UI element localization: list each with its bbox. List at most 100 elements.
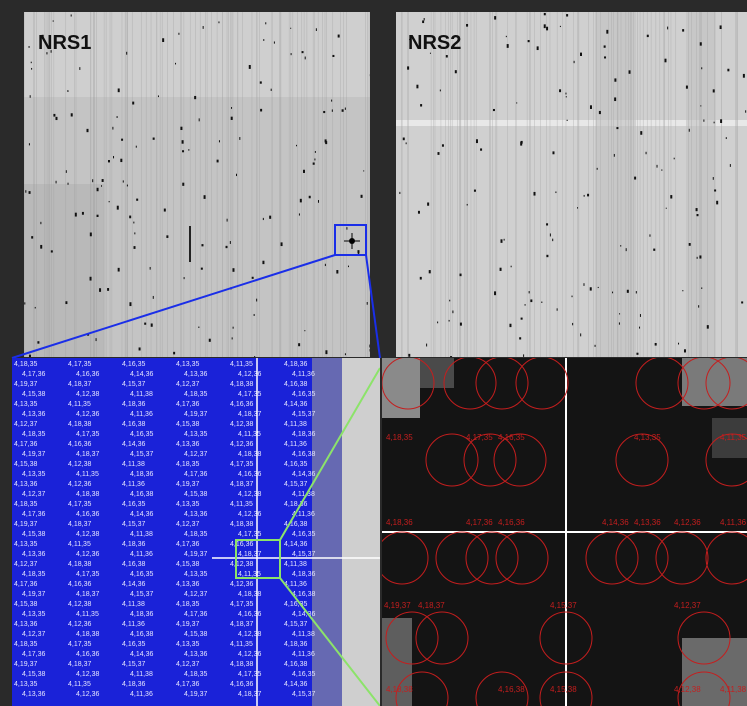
overlay-texture-label: 4,11,35: [76, 471, 99, 478]
overlay-texture-label: 4,17,35: [68, 361, 91, 368]
overlay-texture-label: 4,17,35: [238, 531, 261, 538]
overlay-texture-label: 4,12,36: [68, 481, 91, 488]
overlay-texture-label: 4,18,35: [14, 641, 37, 648]
overlay-texture-label: 4,15,38: [14, 601, 37, 608]
aperture-label: 4,19,37: [384, 601, 411, 610]
overlay-texture-label: 4,12,37: [184, 591, 207, 598]
overlay-texture-label: 4,16,35: [122, 501, 145, 508]
overlay-texture-label: 4,16,36: [76, 511, 99, 518]
overlay-texture-label: 4,17,35: [68, 501, 91, 508]
overlay-texture-label: 4,11,38: [130, 671, 153, 678]
overlay-texture-label: 4,17,35: [76, 431, 99, 438]
overlay-texture-label: 4,15,37: [122, 521, 145, 528]
overlay-texture-label: 4,19,37: [14, 661, 37, 668]
nrs2-image-canvas: [396, 12, 747, 357]
overlay-texture-label: 4,15,37: [130, 451, 153, 458]
zoom1-canvas: 4,18,35 4,17,35 4,16,35 4,13,35 4,11,35 4,18,…: [12, 358, 380, 706]
overlay-texture-label: 4,16,36: [230, 541, 253, 548]
overlay-texture-label: 4,17,36: [176, 541, 199, 548]
overlay-texture-label: 4,15,38: [184, 631, 207, 638]
overlay-texture-label: 4,18,37: [68, 521, 91, 528]
overlay-texture-label: 4,13,35: [176, 361, 199, 368]
overlay-texture-label: 4,14,36: [122, 581, 145, 588]
overlay-texture-label: 4,18,37: [238, 551, 261, 558]
overlay-texture-label: 4,12,36: [230, 581, 253, 588]
overlay-texture-label: 4,18,37: [238, 411, 261, 418]
overlay-texture-label: 4,12,36: [76, 411, 99, 418]
aperture-label: 4,14,36: [602, 518, 629, 527]
overlay-texture-label: 4,18,36: [122, 541, 145, 548]
overlay-texture-label: 4,18,36: [292, 431, 315, 438]
nrs2-detector-image: NRS2: [396, 12, 747, 357]
aperture-label: 4,18,36: [386, 518, 413, 527]
zoom-level-1: 4,18,35 4,17,35 4,16,35 4,13,35 4,11,35 4,18,…: [12, 358, 380, 706]
overlay-texture-label: 4,18,36: [130, 471, 153, 478]
overlay-texture-label: 4,11,35: [76, 611, 99, 618]
overlay-texture-label: 4,14,36: [284, 541, 307, 548]
overlay-texture-label: 4,19,37: [184, 691, 207, 698]
overlay-texture-label: 4,16,35: [292, 531, 315, 538]
overlay-texture-label: 4,12,38: [76, 531, 99, 538]
aperture-label: 4,15,38: [550, 685, 577, 694]
overlay-texture-label: 4,13,35: [14, 541, 37, 548]
overlay-texture-label: 4,13,35: [184, 431, 207, 438]
overlay-texture-label: 4,19,37: [176, 481, 199, 488]
aperture-label: 4,13,35: [634, 433, 661, 442]
overlay-texture-label: 4,15,37: [292, 551, 315, 558]
aperture-circle: [615, 531, 669, 585]
overlay-texture-label: 4,19,37: [22, 451, 45, 458]
overlay-texture-label: 4,18,36: [284, 361, 307, 368]
overlay-texture-label: 4,13,35: [176, 641, 199, 648]
overlay-texture-label: 4,17,35: [230, 601, 253, 608]
overlay-texture-label: 4,16,38: [292, 451, 315, 458]
overlay-texture-label: 4,15,38: [184, 491, 207, 498]
overlay-texture-label: 4,13,35: [22, 471, 45, 478]
aperture-circle: [705, 531, 747, 585]
overlay-texture-label: 4,18,38: [230, 521, 253, 528]
aperture-circle: [539, 611, 593, 665]
overlay-texture-label: 4,12,37: [176, 661, 199, 668]
overlay-texture-label: 4,18,35: [184, 671, 207, 678]
overlay-texture-label: 4,17,36: [22, 651, 45, 658]
overlay-texture-label: 4,13,36: [176, 581, 199, 588]
aperture-circle: [677, 358, 731, 410]
overlay-texture-label: 4,11,35: [238, 431, 261, 438]
overlay-texture-label: 4,16,35: [122, 361, 145, 368]
overlay-texture-label: 4,16,38: [284, 521, 307, 528]
aperture-label: 4,13,36: [634, 518, 661, 527]
overlay-texture-label: 4,11,35: [230, 361, 253, 368]
overlay-texture-label: 4,12,36: [76, 691, 99, 698]
aperture-circle: [382, 358, 435, 410]
aperture-circle: [655, 531, 709, 585]
zoom-level-2: 4,18,35 4,17,35 4,16,35 4,13,35 4,11,35 4,18,…: [382, 358, 747, 706]
overlay-texture-label: 4,14,36: [284, 401, 307, 408]
overlay-texture-label: 4,11,36: [130, 551, 153, 558]
overlay-texture-label: 4,16,35: [284, 461, 307, 468]
overlay-texture-label: 4,13,35: [14, 401, 37, 408]
aperture-circle: [677, 611, 731, 665]
overlay-texture-label: 4,11,38: [292, 491, 315, 498]
overlay-texture-label: 4,11,38: [122, 461, 145, 468]
overlay-texture-label: 4,16,36: [68, 441, 91, 448]
aperture-circle: [435, 531, 489, 585]
overlay-texture-label: 4,16,38: [130, 491, 153, 498]
overlay-texture-label: 4,12,38: [230, 561, 253, 568]
aperture-circle: [443, 358, 497, 410]
overlay-texture-label: 4,19,37: [14, 381, 37, 388]
overlay-texture-label: 4,18,35: [176, 461, 199, 468]
aperture-label: 4,11,35: [720, 433, 747, 442]
overlay-texture-label: 4,17,36: [22, 371, 45, 378]
overlay-texture-label: 4,18,37: [230, 621, 253, 628]
overlay-texture-label: 4,18,37: [76, 591, 99, 598]
aperture-circle: [415, 611, 469, 665]
nrs1-label: NRS1: [38, 32, 92, 54]
overlay-texture-label: 4,18,35: [14, 361, 37, 368]
nrs2-label: NRS2: [408, 32, 462, 54]
overlay-texture-label: 4,17,36: [14, 441, 37, 448]
overlay-texture-label: 4,18,36: [284, 641, 307, 648]
overlay-texture-label: 4,16,35: [130, 431, 153, 438]
aperture-circle: [463, 433, 517, 487]
overlay-texture-label: 4,16,36: [238, 471, 261, 478]
overlay-texture-label: 4,13,36: [22, 551, 45, 558]
overlay-texture-label: 4,11,36: [284, 581, 307, 588]
